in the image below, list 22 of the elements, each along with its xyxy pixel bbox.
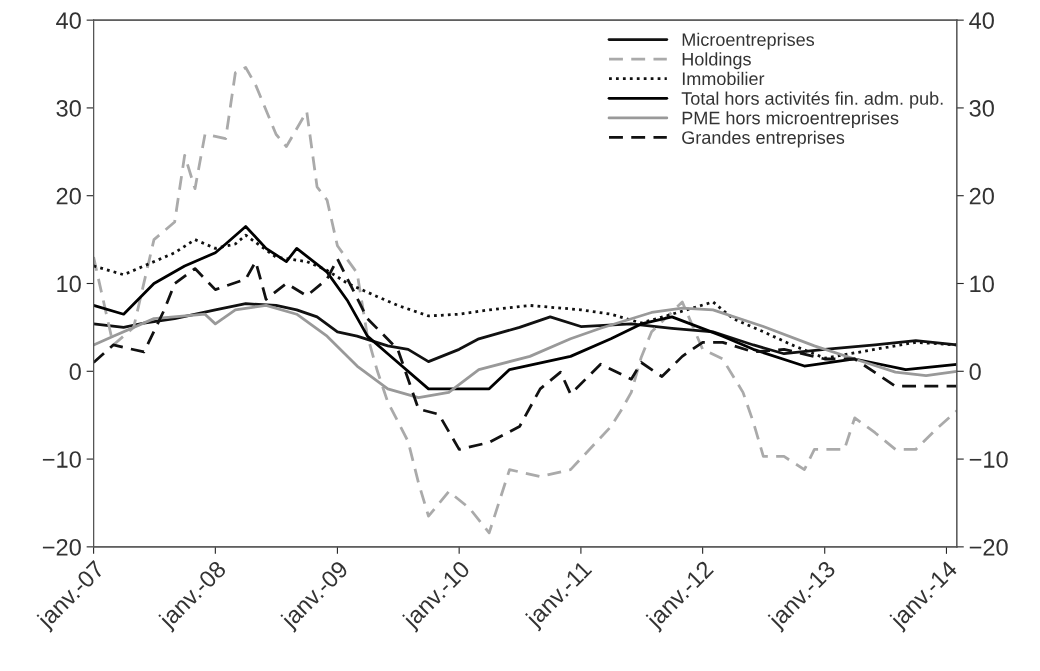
y-tick-label: −10: [42, 451, 81, 468]
legend-label: Holdings: [682, 52, 751, 70]
legend-label: PME hors microentreprises: [682, 111, 899, 128]
y-tick-label: 40: [56, 12, 81, 29]
y-tick-label: 10: [57, 275, 81, 293]
line-series: [93, 225, 957, 391]
legend-label: Grandes entreprises: [682, 130, 845, 148]
y2-tick-label: 30: [969, 99, 994, 117]
y-tick-label: −20: [42, 538, 81, 556]
y-tick-label: 30: [56, 99, 81, 117]
y2-tick-label: 10: [970, 275, 994, 293]
y-tick-label: 0: [69, 363, 81, 381]
line-series: [93, 304, 957, 400]
y2-tick-label: −10: [969, 451, 1008, 468]
y2-tick-label: 40: [969, 12, 994, 29]
y-tick-label: 20: [56, 187, 81, 205]
legend-label: Immobilier: [682, 71, 765, 86]
y2-tick-label: 20: [969, 187, 994, 205]
legend-label: Microentreprises: [682, 32, 815, 50]
legend-label: Total hors activités fin. adm. pub.: [681, 91, 943, 109]
y2-tick-label: 0: [969, 363, 981, 381]
y2-tick-label: −20: [969, 538, 1008, 556]
